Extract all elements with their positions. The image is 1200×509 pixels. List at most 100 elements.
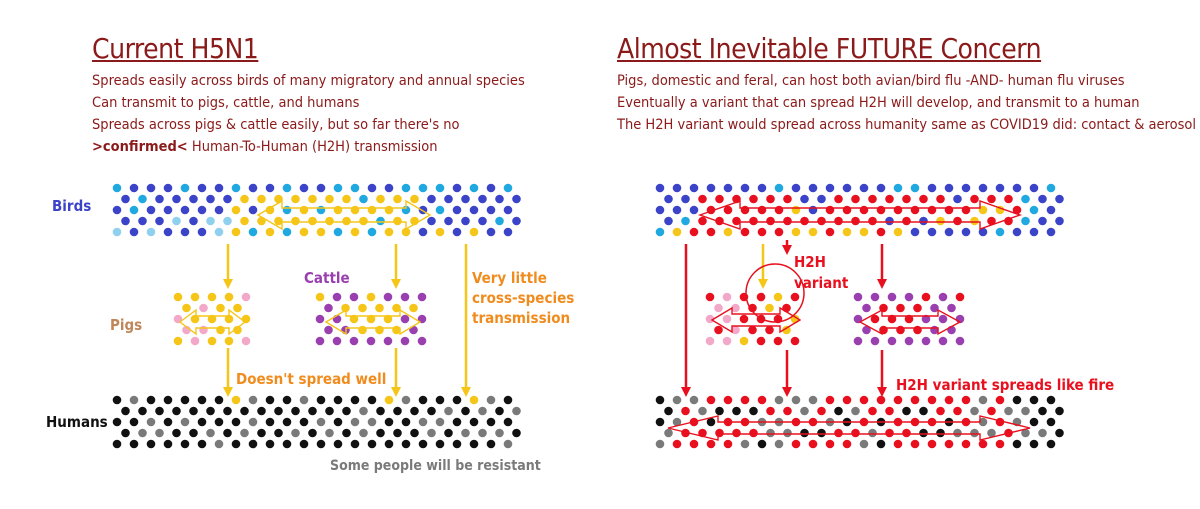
human-dot bbox=[757, 439, 767, 449]
bird-dot bbox=[376, 216, 385, 226]
pig-dot bbox=[765, 325, 774, 335]
human-dot bbox=[112, 395, 122, 405]
spreads-like-fire-label: H2H variant spreads like fire bbox=[896, 376, 1114, 394]
bird-dot bbox=[749, 194, 758, 204]
pig-dot bbox=[241, 336, 251, 346]
bird-dot bbox=[469, 227, 479, 237]
human-dot bbox=[987, 406, 996, 416]
bird-dot bbox=[893, 227, 903, 237]
human-dot bbox=[291, 428, 300, 438]
cattle-dot bbox=[366, 292, 376, 302]
human-dot bbox=[655, 439, 665, 449]
bird-dot bbox=[723, 205, 733, 215]
human-dot bbox=[723, 395, 733, 405]
bird-dot bbox=[927, 227, 937, 237]
bird-dot bbox=[689, 205, 699, 215]
bird-dot bbox=[672, 183, 682, 193]
bird-dot bbox=[350, 227, 360, 237]
bird-dot bbox=[197, 183, 207, 193]
bird-dot bbox=[706, 227, 716, 237]
human-dot bbox=[825, 439, 835, 449]
pig-dot bbox=[782, 325, 791, 335]
human-dot bbox=[715, 406, 724, 416]
bird-dot bbox=[800, 194, 809, 204]
bird-dot bbox=[155, 194, 164, 204]
human-dot bbox=[155, 428, 164, 438]
cattle-dot bbox=[417, 292, 427, 302]
human-dot bbox=[180, 417, 190, 427]
bird-dot bbox=[206, 216, 215, 226]
human-dot bbox=[129, 395, 139, 405]
bird-dot bbox=[291, 216, 300, 226]
pig-dot bbox=[731, 325, 740, 335]
human-dot bbox=[146, 395, 156, 405]
bird-dot bbox=[919, 194, 928, 204]
bird-dot bbox=[333, 183, 343, 193]
human-dot bbox=[452, 417, 462, 427]
bird-dot bbox=[689, 227, 699, 237]
h2h-variant-line-1: H2H bbox=[794, 253, 826, 271]
human-dot bbox=[885, 406, 894, 416]
bird-dot bbox=[223, 194, 232, 204]
bird-dot bbox=[859, 227, 869, 237]
bird-dot bbox=[664, 216, 673, 226]
human-dot bbox=[902, 428, 911, 438]
cattle-dot bbox=[341, 303, 350, 313]
cattle-dot bbox=[366, 314, 376, 324]
cattle-dot bbox=[383, 292, 393, 302]
human-dot bbox=[197, 439, 207, 449]
bird-dot bbox=[427, 194, 436, 204]
human-dot bbox=[672, 417, 682, 427]
human-dot bbox=[231, 417, 241, 427]
cattle-dot bbox=[324, 325, 333, 335]
human-dot bbox=[910, 439, 920, 449]
cattle-dot bbox=[332, 336, 342, 346]
pig-dot bbox=[748, 303, 757, 313]
human-dot bbox=[961, 395, 971, 405]
bird-dot bbox=[503, 227, 513, 237]
bird-dot bbox=[393, 194, 402, 204]
bird-dot bbox=[282, 183, 292, 193]
bird-dot bbox=[163, 205, 173, 215]
pigs-spread-outline bbox=[178, 308, 247, 336]
bird-dot bbox=[910, 227, 920, 237]
human-dot bbox=[367, 439, 377, 449]
bird-dot bbox=[435, 205, 445, 215]
human-dot bbox=[902, 406, 911, 416]
bird-dot bbox=[172, 194, 181, 204]
human-dot bbox=[223, 428, 232, 438]
human-dot bbox=[893, 439, 903, 449]
bird-dot bbox=[1046, 205, 1056, 215]
human-dot bbox=[783, 428, 792, 438]
human-dot bbox=[842, 395, 852, 405]
human-dot bbox=[681, 406, 690, 416]
cattle-dot bbox=[358, 303, 367, 313]
cattle-dot bbox=[921, 314, 931, 324]
human-dot bbox=[410, 406, 419, 416]
bird-dot bbox=[1038, 194, 1047, 204]
bird-dot bbox=[486, 205, 496, 215]
bird-dot bbox=[953, 194, 962, 204]
human-dot bbox=[944, 395, 954, 405]
bird-dot bbox=[698, 216, 707, 226]
bird-dot bbox=[367, 227, 377, 237]
human-dot bbox=[885, 428, 894, 438]
pig-dot bbox=[782, 303, 791, 313]
bird-dot bbox=[129, 227, 139, 237]
human-dot bbox=[257, 406, 266, 416]
cattle-dot bbox=[853, 336, 863, 346]
cattle-dot bbox=[870, 336, 880, 346]
bird-dot bbox=[936, 216, 945, 226]
human-dot bbox=[163, 395, 173, 405]
cattle-dot bbox=[349, 314, 359, 324]
human-dot bbox=[393, 406, 402, 416]
bird-dot bbox=[495, 194, 504, 204]
human-dot bbox=[146, 439, 156, 449]
human-dot bbox=[859, 395, 869, 405]
human-dot bbox=[970, 406, 979, 416]
human-dot bbox=[868, 406, 877, 416]
human-dot bbox=[257, 428, 266, 438]
bird-dot bbox=[791, 227, 801, 237]
cattle-dot bbox=[349, 292, 359, 302]
human-dot bbox=[299, 417, 309, 427]
